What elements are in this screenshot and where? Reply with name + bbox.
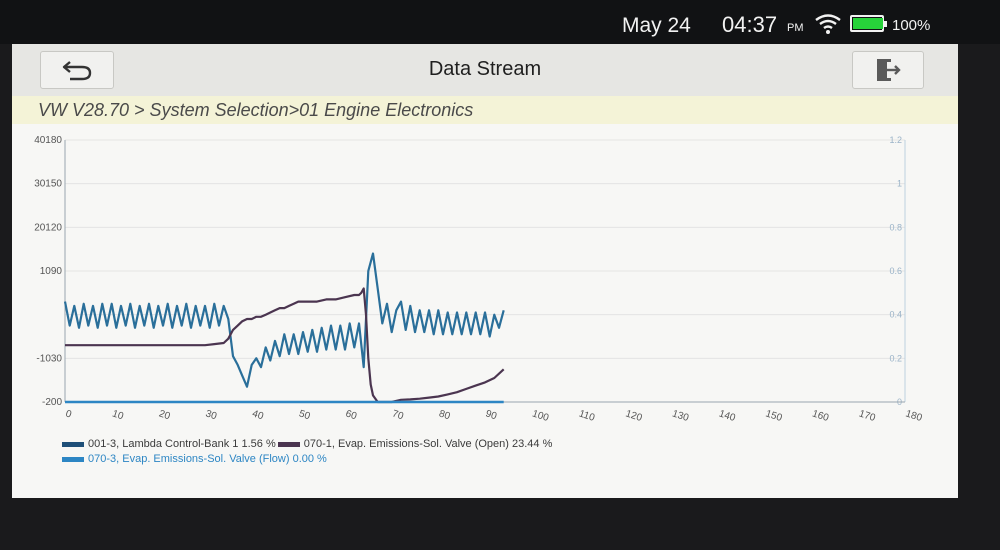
legend-swatch (62, 441, 84, 447)
legend-label: 001-3, Lambda Control-Bank 1 1.56 % (88, 438, 276, 450)
battery-percent: 100% (892, 17, 931, 34)
legend-row: 070-3, Evap. Emissions-Sol. Valve (Flow)… (62, 453, 554, 468)
x-tick-label: 80 (437, 408, 451, 422)
y-tick-left: 1090 (40, 266, 63, 277)
breadcrumb-bar: VW V28.70 > System Selection>01 Engine E… (12, 96, 958, 124)
x-tick-label: 100 (531, 408, 551, 424)
header-bar: Data Stream (12, 44, 958, 97)
legend-item: 001-3, Lambda Control-Bank 1 1.56 % (62, 438, 276, 450)
app-screen: Data Stream VW V28.70 > System Selection… (12, 44, 958, 498)
x-tick-label: 70 (391, 408, 405, 422)
x-tick-label: 130 (671, 408, 691, 424)
x-tick-label: 160 (811, 408, 831, 424)
x-tick-label: 20 (157, 408, 171, 422)
x-tick-label: 60 (344, 408, 358, 422)
x-tick-label: 150 (764, 408, 784, 424)
legend-swatch (277, 441, 300, 447)
series-line-2 (65, 287, 505, 404)
y-tick-right: 0.6 (889, 266, 902, 276)
legend-row: 001-3, Lambda Control-Bank 1 1.56 % 070-1… (62, 438, 554, 453)
x-tick-label: 10 (111, 408, 125, 422)
x-tick-label: 140 (717, 408, 737, 424)
exit-button[interactable] (852, 51, 924, 89)
y-tick-right: 0.2 (889, 353, 902, 363)
battery-nub (884, 21, 887, 27)
status-bar: May 24 04:37 PM 100% (0, 0, 1000, 44)
x-tick-label: 170 (857, 408, 877, 424)
legend-label: 070-3, Evap. Emissions-Sol. Valve (Flow)… (88, 453, 327, 465)
chart-legend: 001-3, Lambda Control-Bank 1 1.56 % 070-1… (62, 438, 554, 468)
data-stream-chart[interactable]: 40180 1.2 30150 1 20120 0.8 1090 0.6 0.4 -1030 0.2… (12, 124, 958, 498)
legend-item: 070-3, Evap. Emissions-Sol. Valve (Flow)… (62, 453, 327, 465)
y-tick-right: 1 (897, 179, 902, 189)
y-tick-left: 30150 (34, 179, 62, 190)
x-tick-label: 110 (577, 408, 596, 424)
status-ampm: PM (787, 22, 804, 34)
back-arrow-icon (62, 61, 92, 81)
status-time: 04:37 (722, 12, 778, 37)
y-tick-left: 20120 (34, 222, 62, 233)
x-tick-label: 0 (64, 408, 73, 420)
page-title: Data Stream (428, 58, 542, 80)
x-tick-label: 120 (624, 408, 644, 424)
status-date: May 24 (622, 14, 691, 37)
back-button[interactable] (40, 51, 114, 89)
breadcrumb: VW V28.70 > System Selection>01 Engine E… (38, 100, 474, 120)
x-tick-label: 40 (251, 408, 265, 422)
y-tick-right: 1.2 (889, 135, 902, 145)
x-tick-label: 50 (297, 408, 311, 422)
wifi-icon (815, 14, 841, 34)
battery-fill (853, 18, 883, 29)
y-tick-left: 40180 (34, 135, 62, 146)
battery-icon (850, 15, 887, 32)
y-tick-right: 0.8 (889, 222, 902, 232)
legend-swatch (62, 456, 84, 462)
series-line-1 (63, 252, 505, 388)
x-tick-label: 180 (904, 408, 924, 424)
y-tick-left: -200 (42, 397, 62, 408)
y-tick-left: -1030 (36, 353, 62, 364)
x-tick-label: 30 (204, 408, 218, 422)
x-tick-label: 90 (484, 408, 498, 422)
legend-label: 070-1, Evap. Emissions-Sol. Valve (Open)… (303, 438, 553, 450)
legend-item: 070-1, Evap. Emissions-Sol. Valve (Open)… (277, 438, 553, 450)
exit-icon (877, 59, 901, 81)
y-tick-right: 0.4 (889, 310, 902, 320)
